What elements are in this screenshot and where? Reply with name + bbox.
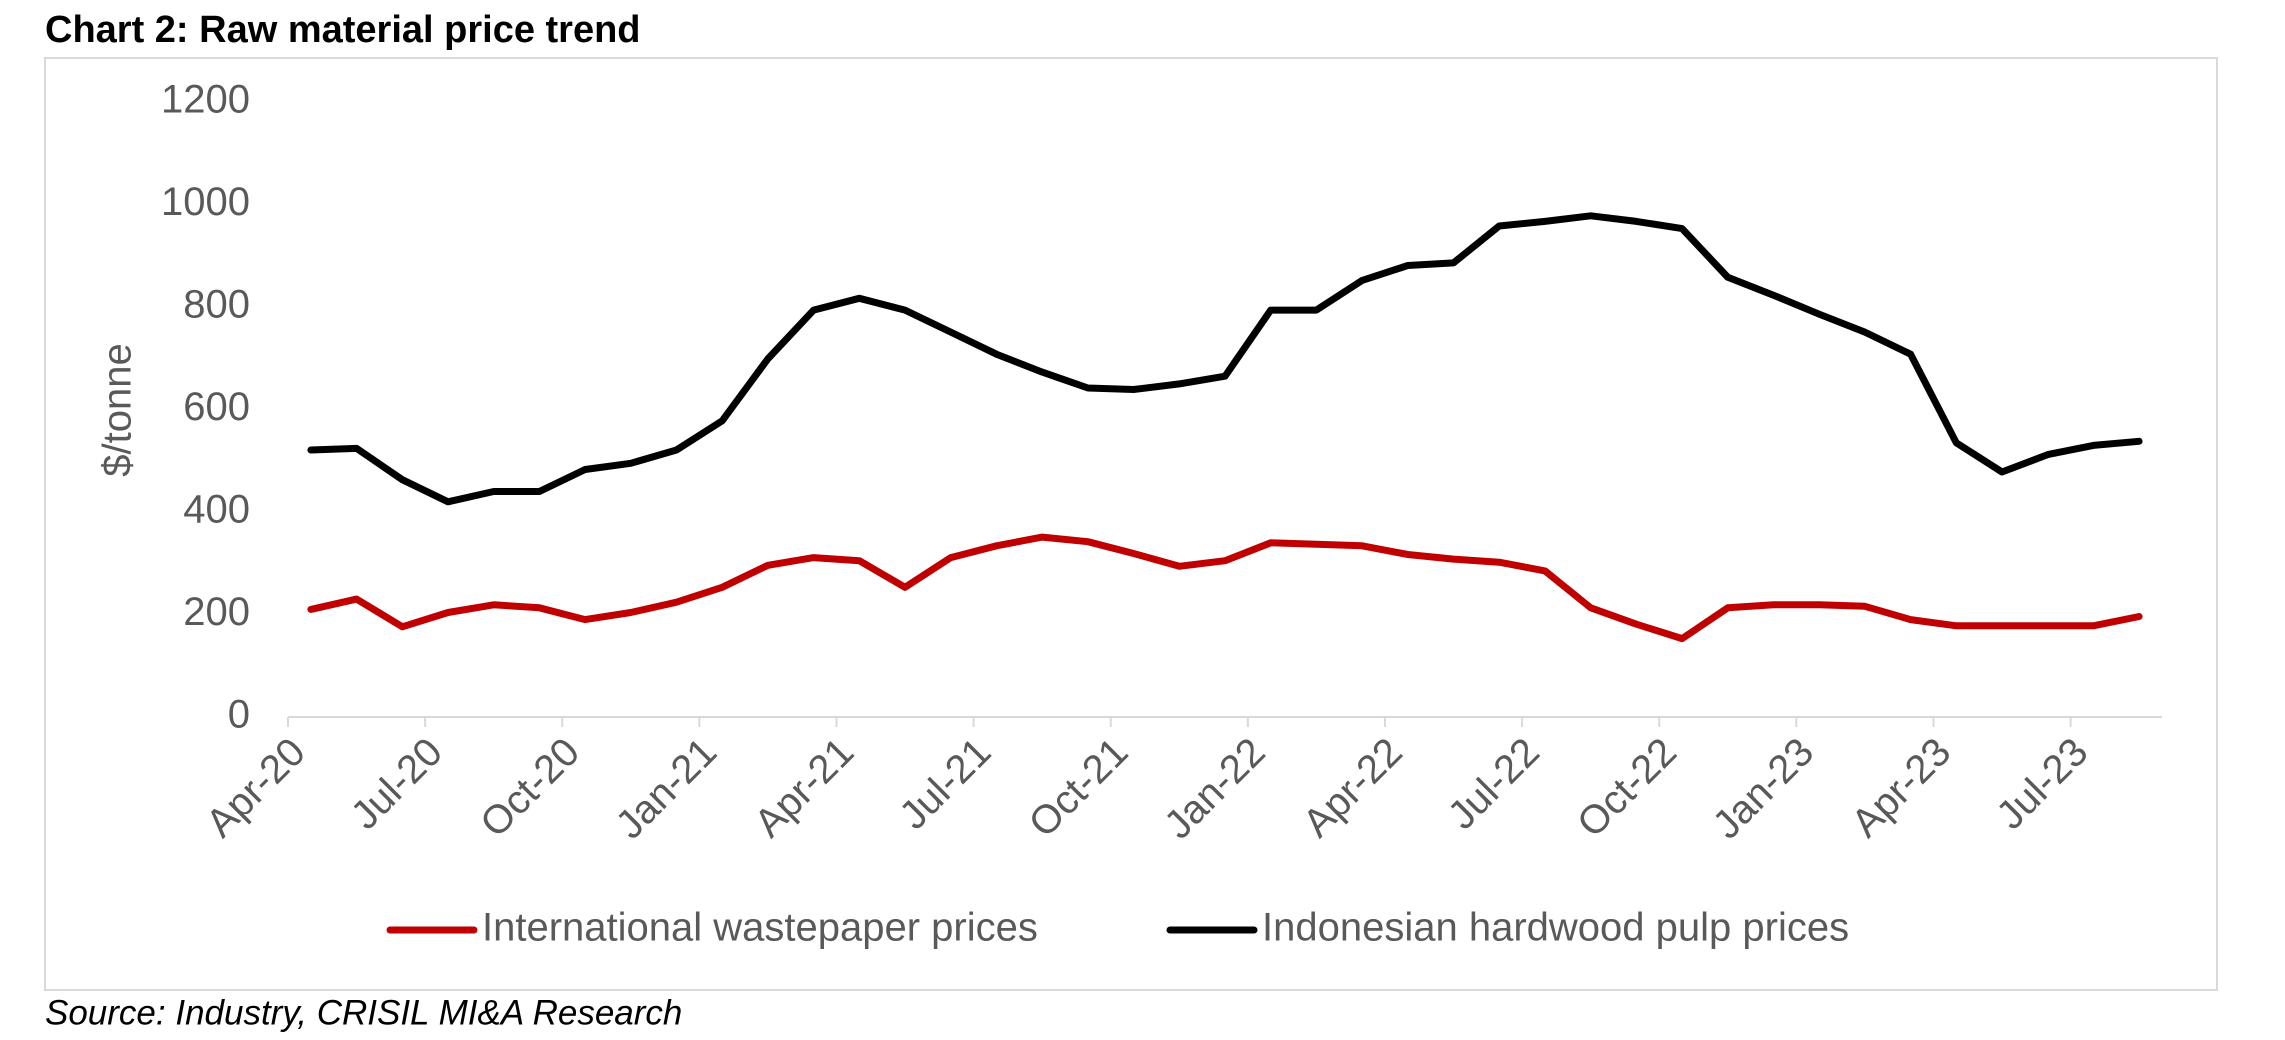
series-line — [307, 533, 2143, 643]
x-tick-label: Jul-20 — [343, 730, 451, 838]
x-tick-label: Jan-22 — [1156, 730, 1274, 848]
legend-label: International wastepaper prices — [482, 906, 1038, 950]
y-tick-label: 200 — [183, 590, 250, 634]
chart-title: Chart 2: Raw material price trend — [45, 9, 641, 51]
chart-frame — [44, 57, 2218, 991]
y-tick-label: 600 — [183, 385, 250, 429]
x-tick-label: Jan-23 — [1705, 730, 1823, 848]
y-tick-label: 400 — [183, 488, 250, 532]
x-tick-label: Jul-21 — [891, 730, 999, 838]
x-tick-label: Jul-23 — [1988, 730, 2096, 838]
y-tick-label: 1000 — [161, 180, 250, 224]
legend-label: Indonesian hardwood pulp prices — [1262, 906, 1849, 950]
x-tick-label: Oct-22 — [1569, 730, 1685, 846]
x-tick-label: Apr-22 — [1295, 730, 1411, 846]
y-tick-label: 800 — [183, 283, 250, 327]
y-tick-label: 0 — [228, 693, 250, 737]
source-note: Source: Industry, CRISIL MI&A Research — [45, 993, 682, 1032]
series-line — [307, 212, 2143, 506]
x-tick-label: Jul-22 — [1440, 730, 1548, 838]
y-axis-label: $/tonne — [96, 343, 140, 476]
x-tick-label: Apr-23 — [1843, 730, 1959, 846]
y-tick-label: 1200 — [161, 78, 250, 122]
x-tick-label: Apr-20 — [198, 730, 314, 846]
x-tick-label: Jan-21 — [608, 730, 726, 848]
x-tick-label: Oct-21 — [1021, 730, 1137, 846]
x-tick-label: Apr-21 — [746, 730, 862, 846]
x-tick-label: Oct-20 — [472, 730, 588, 846]
